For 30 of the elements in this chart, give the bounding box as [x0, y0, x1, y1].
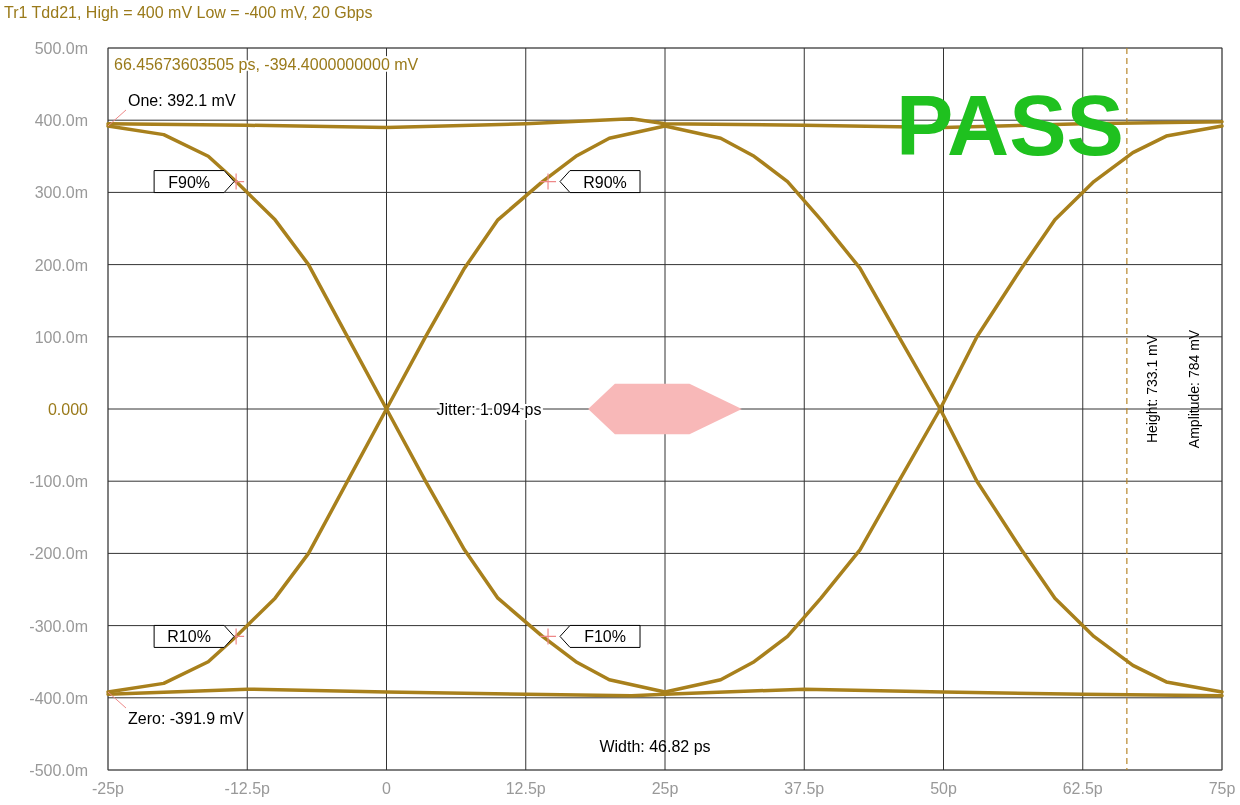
- y-tick-label: 100.0m: [34, 328, 88, 346]
- chart-title: Tr1 Tdd21, High = 400 mV Low = -400 mV, 20 Gbps: [4, 4, 373, 21]
- y-tick-label: -300.0m: [29, 617, 88, 635]
- annotation: R10%: [167, 628, 211, 646]
- annotation: Zero: -391.9 mV: [128, 710, 244, 728]
- x-tick-label: 50p: [930, 780, 957, 797]
- y-tick-label: 500.0m: [34, 40, 88, 57]
- annotation: R90%: [583, 173, 627, 191]
- annotation: F90%: [168, 173, 211, 191]
- y-tick-label: 400.0m: [34, 112, 88, 130]
- annotation: F10%: [584, 628, 626, 646]
- x-tick-label: -12.5p: [224, 780, 271, 797]
- x-tick-label: 62.5p: [1062, 780, 1103, 797]
- y-tick-label: -200.0m: [29, 545, 88, 563]
- y-tick-label: 0.000: [47, 401, 89, 418]
- y-tick-label: 200.0m: [34, 256, 88, 274]
- y-tick-label: -400.0m: [29, 689, 88, 707]
- y-tick-label: -100.0m: [29, 473, 88, 491]
- y-tick-label: -500.0m: [29, 762, 88, 779]
- x-tick-label: 75p: [1208, 780, 1236, 797]
- annotation: Width: 46.82 ps: [599, 738, 711, 755]
- annotation: Amplitude: 784 mV: [1186, 329, 1202, 449]
- x-tick-label: 25p: [651, 780, 679, 797]
- x-tick-label: -25p: [91, 780, 125, 797]
- x-tick-label: 0: [382, 780, 392, 797]
- x-tick-label: 12.5p: [505, 780, 546, 797]
- y-tick-label: 300.0m: [34, 184, 88, 202]
- x-tick-label: 37.5p: [784, 780, 825, 797]
- annotation: Height: 733.1 mV: [1144, 334, 1160, 444]
- annotation: One: 392.1 mV: [128, 91, 236, 109]
